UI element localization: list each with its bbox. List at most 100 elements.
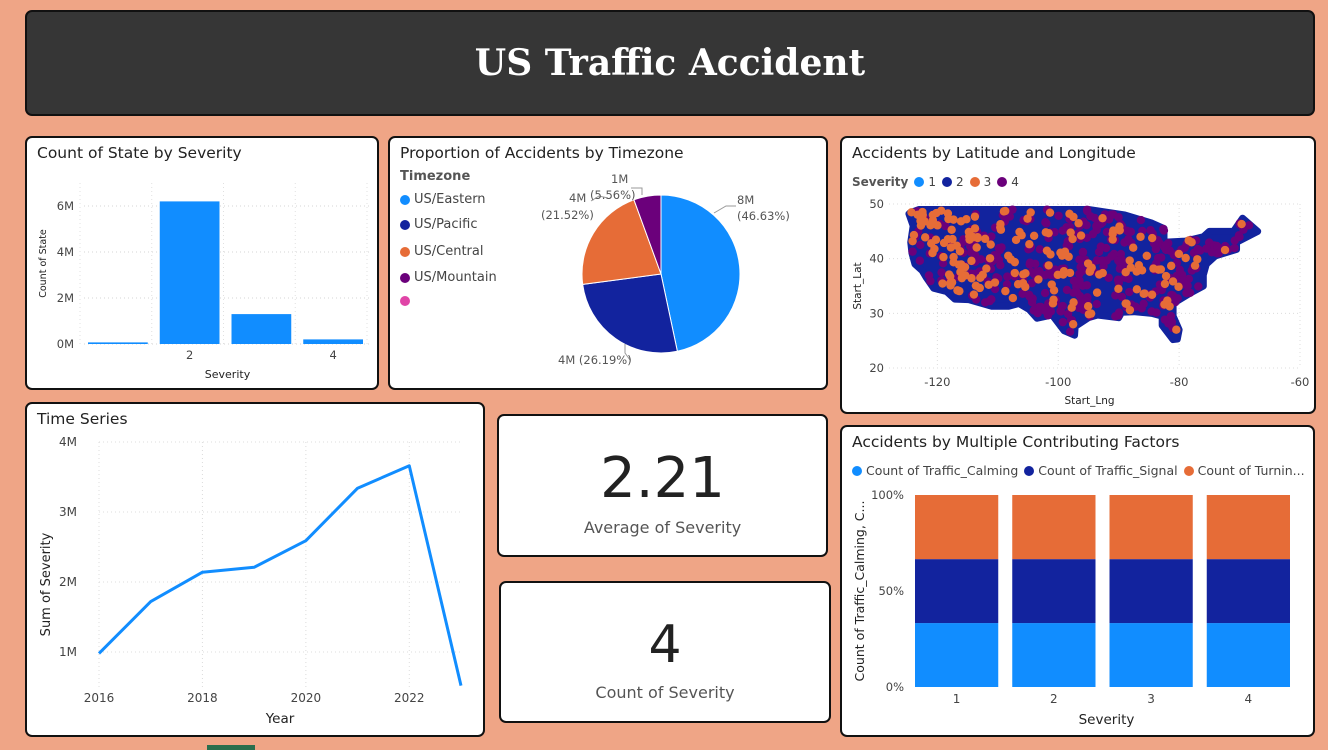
point-severity-3 — [1132, 285, 1142, 294]
stacked-bar-severity-4-segment-2 — [1206, 559, 1290, 624]
point-severity-4 — [1106, 210, 1116, 219]
point-severity-4 — [1092, 221, 1101, 231]
point-severity-3 — [1136, 232, 1145, 241]
data-label: 1M — [611, 172, 628, 186]
legend-item-3[interactable]: 3 — [983, 175, 992, 189]
count-by-severity-card[interactable]: Count of State by Severity 0M 2M 4M 6M 2 4 Sev… — [25, 136, 379, 390]
point-severity-4 — [980, 298, 990, 307]
point-severity-3 — [931, 235, 941, 244]
point-severity-3 — [916, 216, 925, 226]
point-severity-4 — [941, 221, 950, 231]
legend-item-2[interactable]: 2 — [955, 175, 964, 189]
point-severity-4 — [1058, 317, 1068, 327]
legend-item-us-central[interactable]: US/Central — [400, 244, 483, 259]
point-severity-4 — [1092, 299, 1101, 309]
point-severity-4 — [1136, 215, 1146, 225]
point-severity-3 — [1129, 243, 1138, 252]
card-title: Time Series — [37, 410, 128, 428]
legend-item-traffic-signal[interactable]: Count of Traffic_Signal — [1038, 463, 1178, 478]
point-severity-3 — [1190, 261, 1200, 270]
time-series-card[interactable]: Time Series 2016 2018 2020 2022 1M 2M 3M 4M Year… — [25, 402, 485, 737]
point-severity-3 — [1114, 284, 1123, 293]
y-tick-label: 4M — [59, 435, 77, 449]
legend-item-traffic-calming[interactable]: Count of Traffic_Calming — [866, 463, 1019, 478]
legend-item-us-pacific[interactable]: US/Pacific — [400, 217, 477, 232]
point-severity-4 — [1063, 309, 1073, 319]
point-severity-3 — [1237, 219, 1246, 229]
lat-lng-scatter-card[interactable]: Accidents by Latitude and Longitude Seve… — [840, 136, 1316, 414]
point-severity-3 — [996, 225, 1006, 234]
legend-item-4[interactable]: 4 — [1011, 175, 1019, 189]
timezone-proportion-card[interactable]: Proportion of Accidents by Timezone Time… — [388, 136, 828, 390]
point-severity-3 — [1029, 231, 1039, 241]
legend-item-us-eastern[interactable]: US/Eastern — [400, 192, 486, 207]
stacked-bar-severity-4-segment-3 — [1206, 495, 1290, 560]
point-severity-3 — [975, 283, 984, 293]
point-severity-3 — [1085, 267, 1094, 276]
legend-dot — [941, 177, 952, 187]
legend-item-turning[interactable]: Count of Turnin... — [1197, 463, 1305, 478]
point-severity-3 — [1011, 235, 1021, 245]
point-severity-3 — [1174, 249, 1184, 259]
point-severity-3 — [1044, 228, 1053, 238]
legend-dot — [400, 219, 410, 230]
factors-legend: Count of Traffic_Calming Count of Traffi… — [852, 463, 1305, 478]
point-severity-3 — [908, 236, 917, 246]
point-severity-4 — [1069, 276, 1079, 286]
point-severity-3 — [944, 214, 953, 224]
point-severity-4 — [1137, 304, 1146, 313]
point-severity-4 — [915, 256, 925, 265]
legend-item-blank[interactable] — [400, 296, 414, 306]
point-severity-4 — [990, 284, 1000, 294]
point-severity-3 — [1069, 212, 1078, 222]
severity-legend: Severity 1 2 3 4 — [852, 175, 1019, 189]
point-severity-3 — [1109, 226, 1118, 235]
point-severity-4 — [1033, 308, 1042, 318]
leader-line — [713, 205, 736, 214]
point-severity-4 — [1235, 232, 1244, 242]
data-label: 4M — [569, 191, 586, 205]
x-tick-label: -120 — [924, 375, 950, 389]
data-label: (46.63%) — [737, 209, 790, 223]
point-severity-3 — [986, 240, 995, 249]
point-severity-3 — [984, 280, 993, 290]
point-severity-4 — [1173, 294, 1182, 303]
legend-dot — [1024, 465, 1035, 476]
point-severity-4 — [1041, 306, 1050, 316]
y-tick-label: 40 — [869, 252, 884, 266]
pie-slice-us-eastern — [660, 194, 741, 352]
point-severity-3 — [1068, 234, 1077, 244]
point-severity-4 — [1002, 280, 1012, 289]
point-severity-3 — [967, 274, 976, 283]
contributing-factors-card[interactable]: Accidents by Multiple Contributing Facto… — [840, 425, 1315, 737]
x-tick-label: -80 — [1170, 375, 1189, 389]
average-severity-card[interactable]: 2.21 Average of Severity — [497, 414, 828, 557]
legend-item-1[interactable]: 1 — [928, 175, 936, 189]
legend-item-us-mountain[interactable]: US/Mountain — [400, 270, 497, 285]
point-severity-4 — [1025, 258, 1035, 267]
point-severity-4 — [1104, 273, 1113, 282]
point-severity-3 — [1008, 293, 1018, 303]
point-severity-4 — [1054, 211, 1063, 220]
point-severity-3 — [967, 256, 976, 266]
x-tick-label: 4 — [1245, 692, 1253, 706]
point-severity-4 — [1214, 248, 1224, 258]
point-severity-4 — [1086, 211, 1095, 221]
bar-severity-2 — [159, 201, 220, 344]
point-severity-3 — [946, 278, 955, 288]
point-severity-3 — [1023, 214, 1032, 223]
x-tick-label: 3 — [1147, 692, 1155, 706]
point-severity-3 — [928, 216, 938, 225]
point-severity-3 — [982, 264, 991, 273]
point-severity-3 — [961, 271, 970, 280]
point-severity-4 — [1096, 242, 1106, 251]
point-severity-3 — [1026, 208, 1035, 217]
point-severity-3 — [1181, 253, 1190, 263]
point-severity-3 — [1074, 219, 1083, 228]
leader-line — [624, 344, 631, 361]
count-severity-card[interactable]: 4 Count of Severity — [499, 581, 831, 723]
point-severity-3 — [1147, 233, 1157, 243]
point-severity-3 — [1046, 250, 1055, 259]
scatter-chart: -120 -100 -80 -60 20 30 40 50 Start_Lng Start_Lat — [852, 197, 1309, 407]
x-tick-label: 2018 — [187, 691, 218, 705]
